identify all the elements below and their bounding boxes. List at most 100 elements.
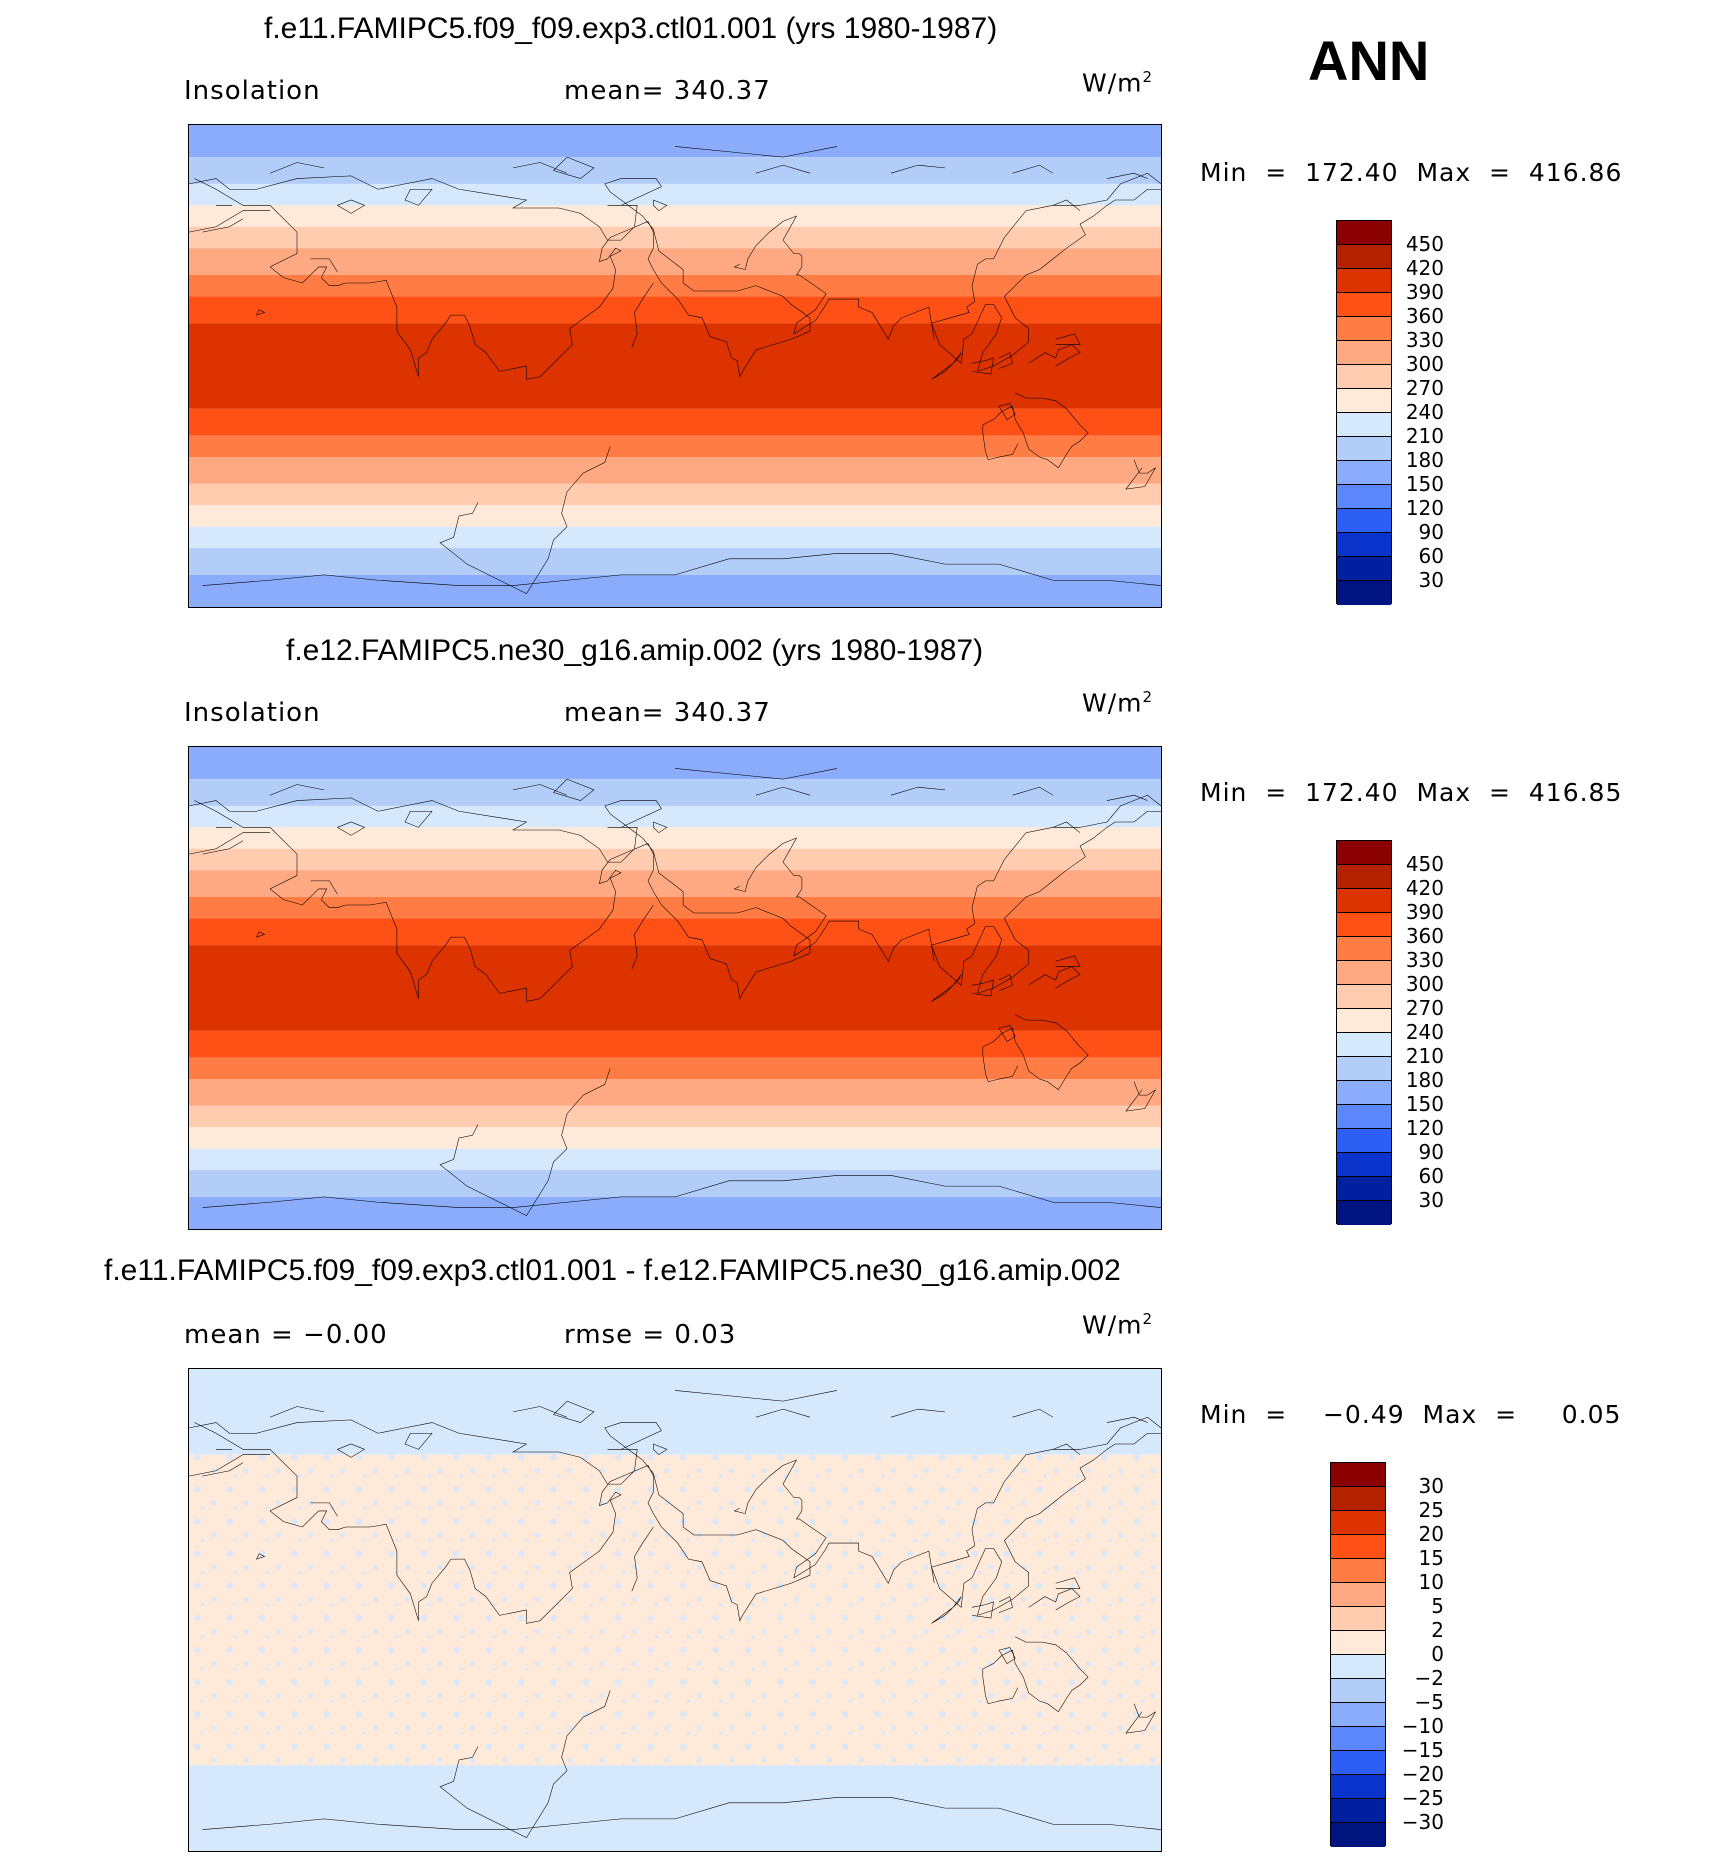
coastline [203,1175,1162,1207]
coastline [189,798,810,1002]
contour-band [189,1196,1161,1229]
colorbar-swatch [1337,1105,1391,1129]
colorbar-swatch [1337,365,1391,389]
colorbar-swatch [1337,961,1391,985]
coastline [203,1797,1162,1829]
coastline [1056,956,1080,967]
colorbar-swatch [1331,1823,1385,1847]
coastline [311,881,338,894]
colorbar-swatch [1337,1177,1391,1201]
colorbar-tick-label: 120 [1405,496,1444,520]
colorbar-swatch [1331,1775,1385,1799]
colorbar-swatch [1337,413,1391,437]
coastline [1126,1704,1156,1733]
contour-band [189,183,1161,206]
colorbar-tick-label: 210 [1405,1044,1444,1068]
colorbar-tick-label: 390 [1405,280,1444,304]
coastline [999,1597,1013,1613]
panel-2-colorbar-ticks: 450 420 390 360 330 300 270 240 210 180 150 120 90 60… [1398,852,1444,1212]
coastline [513,1406,567,1417]
panel-2-map [188,746,1162,1230]
panel-3-colorbar [1330,1462,1386,1847]
colorbar-tick-label: 360 [1405,924,1444,948]
coastline [983,1637,1088,1712]
coastline [891,165,945,173]
coastline [972,980,994,996]
contour-band [189,1369,1161,1455]
coastline [405,1433,432,1449]
colorbar-swatch [1337,509,1391,533]
colorbar-swatch [1337,581,1391,605]
coastline [440,1068,610,1215]
colorbar-swatch [1337,461,1391,485]
coastline [194,179,297,267]
coastline [189,211,270,232]
coastline [513,162,567,173]
colorbar-swatch [1337,485,1391,509]
coastline [756,165,810,173]
panel-1-units: W/m2 [1082,68,1154,98]
colorbar-tick-label: −2 [1414,1666,1444,1690]
colorbar-swatch [1331,1679,1385,1703]
colorbar-swatch [1337,1081,1391,1105]
coastline [1126,1082,1156,1111]
coastline [932,1597,962,1624]
coastline [675,146,837,157]
colorbar-tick-label: 0 [1431,1642,1444,1666]
contour-band [189,205,1161,227]
coastline [257,1554,265,1559]
colorbar-tick-label: 90 [1418,520,1444,544]
colorbar-swatch [1331,1511,1385,1535]
colorbar-tick-label: 420 [1405,876,1444,900]
coastline [653,822,667,833]
colorbar-swatch [1331,1631,1385,1655]
coastline [257,932,265,937]
colorbar-tick-label: 330 [1405,328,1444,352]
colorbar-swatch [1331,1487,1385,1511]
panel-2-title: f.e12.FAMIPC5.ne30_g16.amip.002 (yrs 198… [286,634,984,667]
colorbar-swatch [1337,1153,1391,1177]
colorbar-tick-label: −20 [1401,1762,1444,1786]
panel-1-title: f.e11.FAMIPC5.f09_f09.exp3.ctl01.001 (yr… [264,12,998,45]
colorbar-swatch [1331,1751,1385,1775]
colorbar-swatch [1331,1799,1385,1823]
coastline [338,200,365,213]
colorbar-tick-label: 90 [1418,1140,1444,1164]
colorbar-swatch [1337,293,1391,317]
contour-band [189,779,1161,806]
coastline [972,358,994,374]
colorbar-tick-label: 300 [1405,352,1444,376]
coastline [999,353,1013,369]
coastline [203,1463,244,1476]
panel-1-colorbar [1336,220,1392,605]
coastline [270,1406,324,1417]
coastline [405,811,432,827]
coastline [513,784,567,795]
coastline [270,162,324,173]
coastline [1126,460,1156,489]
colorbar-tick-label: 2 [1431,1618,1444,1642]
colorbar-tick-label: 450 [1405,232,1444,256]
colorbar-swatch [1337,865,1391,889]
panel-1-map [188,124,1162,608]
colorbar-tick-label: −10 [1401,1714,1444,1738]
coastline [1053,1444,1080,1455]
colorbar-swatch [1331,1583,1385,1607]
coastline [756,787,810,795]
panel-2-variable-label: Insolation [184,698,321,728]
contour-band [189,1170,1161,1197]
coastline [311,1503,338,1516]
coastline [405,189,432,205]
coastline [932,1417,1162,1615]
colorbar-swatch [1337,1033,1391,1057]
coastline [1107,1417,1148,1422]
colorbar-tick-label: 210 [1405,424,1444,448]
panel-1-variable-label: Insolation [184,76,321,106]
colorbar-tick-label: 180 [1405,448,1444,472]
colorbar-swatch [1337,841,1391,865]
coastline [440,446,610,593]
colorbar-tick-label: 25 [1418,1498,1444,1522]
coastline [999,975,1013,991]
coastline [932,173,1162,371]
contour-band [189,1079,1161,1106]
